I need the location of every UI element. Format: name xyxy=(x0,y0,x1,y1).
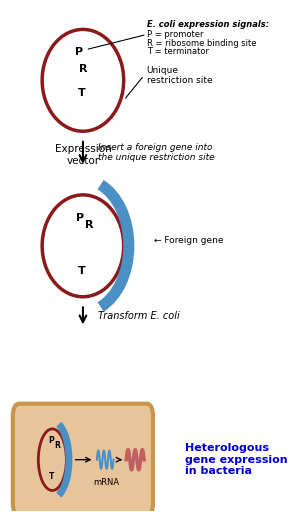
Text: R: R xyxy=(54,441,60,451)
Text: T: T xyxy=(78,266,86,276)
Text: Unique
restriction site: Unique restriction site xyxy=(147,66,212,85)
Text: T: T xyxy=(48,472,54,481)
Text: T: T xyxy=(78,88,86,98)
Text: ← Foreign gene: ← Foreign gene xyxy=(154,236,224,245)
Text: P: P xyxy=(76,213,84,223)
Text: R = ribosome binding site: R = ribosome binding site xyxy=(147,38,256,48)
Text: Expression
vector: Expression vector xyxy=(54,144,111,165)
Text: E. coli expression signals:: E. coli expression signals: xyxy=(147,20,269,29)
Text: R: R xyxy=(79,64,87,74)
Text: P: P xyxy=(75,47,83,57)
Text: mRNA: mRNA xyxy=(93,478,119,487)
Text: P: P xyxy=(48,436,54,445)
Text: R: R xyxy=(85,221,94,230)
FancyBboxPatch shape xyxy=(13,403,153,512)
Text: P = promoter: P = promoter xyxy=(147,30,203,39)
Text: Transform E. coli: Transform E. coli xyxy=(98,311,180,321)
Text: T = terminator: T = terminator xyxy=(147,47,209,56)
Text: Heterologous
gene expression
in bacteria: Heterologous gene expression in bacteria xyxy=(185,443,287,476)
Text: Insert a foreign gene into
the unique restriction site: Insert a foreign gene into the unique re… xyxy=(98,143,215,162)
